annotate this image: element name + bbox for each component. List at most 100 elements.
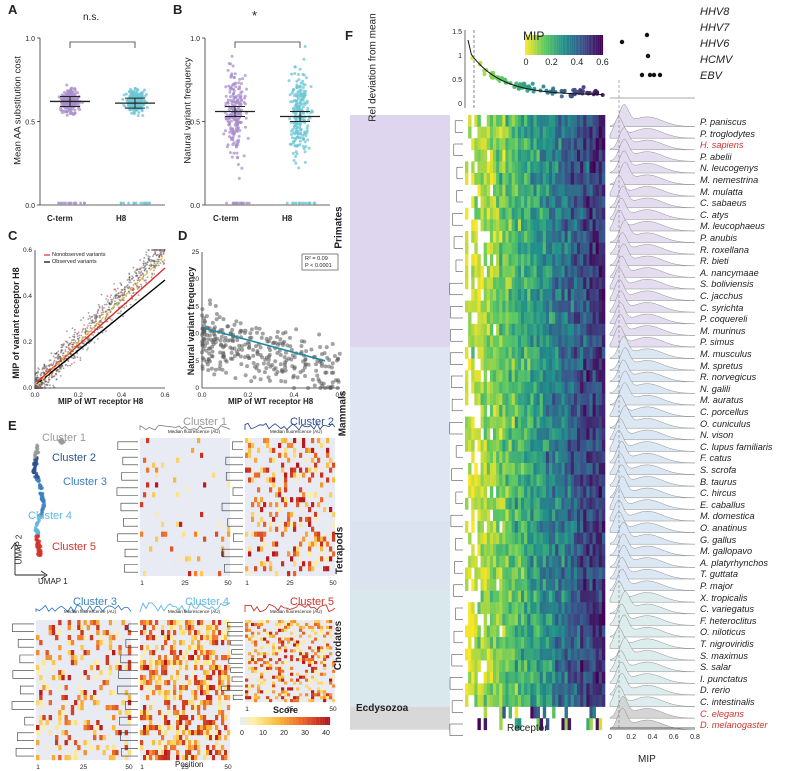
heatmap-cluster-5-cell <box>248 652 252 656</box>
heatmap-cluster-3-cell <box>48 655 53 661</box>
heatmap-cluster-2-cell <box>272 541 276 547</box>
heatmap-cluster-4-cell <box>167 620 171 626</box>
mip-cell <box>589 347 593 359</box>
heatmap-cluster-3-cell <box>67 735 72 741</box>
data-point <box>224 94 228 98</box>
heatmap-cluster-5-cell <box>317 681 321 685</box>
heatmap-cluster-5-cell <box>314 693 318 697</box>
mip-cell <box>577 196 581 209</box>
mip-cell <box>552 265 556 278</box>
heatmap-cluster-4-cell <box>185 660 189 666</box>
mip-cell <box>508 312 512 325</box>
data-point <box>303 374 308 379</box>
umap-point <box>34 472 39 476</box>
mip-cell <box>601 312 606 325</box>
data-point <box>244 125 248 129</box>
data-point <box>243 373 248 378</box>
heatmap-cluster-2-cell <box>299 497 303 503</box>
data-point <box>288 344 293 349</box>
data-point <box>231 100 235 104</box>
mip-cell <box>527 161 531 174</box>
mip-cell <box>545 300 550 313</box>
mip-cell <box>465 207 469 220</box>
mip-cell <box>511 300 516 313</box>
heatmap-cluster-5-cell <box>284 681 288 685</box>
mip-cell <box>555 161 559 174</box>
heatmap-cluster-2-cell <box>272 516 276 522</box>
data-point <box>50 373 53 376</box>
data-point <box>302 201 306 205</box>
data-point <box>137 268 139 271</box>
score-colorbar <box>297 717 300 725</box>
data-point <box>82 316 85 319</box>
umap-point <box>57 438 62 443</box>
mip-cell <box>496 254 500 267</box>
mip-cell <box>489 381 494 394</box>
heatmap-cluster-4-cell <box>176 660 180 666</box>
data-point <box>237 176 241 180</box>
data-point <box>90 330 92 333</box>
mip-cell <box>465 254 469 267</box>
heatmap-cluster-3-cell <box>112 745 116 751</box>
mip-cell <box>474 173 478 185</box>
heatmap-cluster-5-cell <box>302 620 306 624</box>
mip-cell <box>477 335 481 348</box>
mip-cell <box>589 184 593 197</box>
heatmap-cluster-4-cell <box>173 695 177 701</box>
heatmap-cluster-5-median-trace <box>244 603 336 613</box>
mip-cell <box>511 277 516 290</box>
data-point <box>298 370 303 375</box>
heatmap-cluster-3-cell <box>64 715 68 721</box>
heatmap-cluster-1-cell <box>194 531 198 537</box>
data-point <box>290 72 294 76</box>
data-point <box>62 109 66 113</box>
heatmap-cluster-5-cell <box>305 655 309 659</box>
heatmap-cluster-5-cell <box>272 675 276 679</box>
heatmap-cluster-2-cell <box>311 566 315 572</box>
heatmap-cluster-2-cell <box>332 511 336 518</box>
heatmap-cluster-4-cell <box>179 720 183 726</box>
data-point <box>65 346 68 349</box>
heatmap-cluster-4-cell <box>176 620 180 626</box>
heatmap-cluster-3-cell <box>93 695 97 701</box>
panel-c-legend-1: Nonobserved variants <box>52 252 106 258</box>
mip-cell <box>564 254 568 267</box>
heatmap-cluster-4-cell <box>224 715 228 721</box>
heatmap-cluster-5-cell <box>275 643 279 647</box>
mip-cell <box>545 126 550 139</box>
data-point <box>214 311 219 316</box>
heatmap-cluster-3-cell <box>45 655 49 661</box>
heatmap-cluster-5-cell <box>296 643 300 647</box>
heatmap-cluster-5-cell <box>314 678 318 682</box>
mip-cell <box>536 254 540 267</box>
heatmap-cluster-2-cell <box>299 541 303 547</box>
heatmap-cluster-2-cell <box>272 472 276 478</box>
mip-cell <box>580 115 584 127</box>
heatmap-cluster-3-cell <box>112 750 116 756</box>
heatmap-cluster-5-cell <box>290 678 294 682</box>
mip-cell <box>471 219 475 232</box>
heatmap-cluster-4-cell <box>149 635 153 641</box>
data-point <box>69 342 72 345</box>
mip-cell <box>502 149 506 162</box>
mip-cell <box>573 335 578 348</box>
mip-cell <box>564 358 568 371</box>
y-tick-label: 1.0 <box>25 36 35 43</box>
data-point <box>38 387 41 389</box>
mip-cell <box>483 161 488 174</box>
score-colorbar <box>261 717 264 725</box>
data-point <box>229 62 233 66</box>
mip-cell <box>505 149 509 162</box>
mip-cell <box>505 126 509 139</box>
heatmap-cluster-5-cell <box>326 620 330 624</box>
mip-cell <box>586 219 590 232</box>
data-point <box>103 303 106 306</box>
heatmap-cluster-4-cell <box>194 665 198 671</box>
mip-cell <box>514 207 519 220</box>
heatmap-cluster-3-cell <box>105 675 110 681</box>
heatmap-cluster-3-cell <box>70 710 75 716</box>
data-point <box>249 335 254 340</box>
mip-cell <box>483 184 488 197</box>
heatmap-cluster-5-cell <box>245 678 249 682</box>
